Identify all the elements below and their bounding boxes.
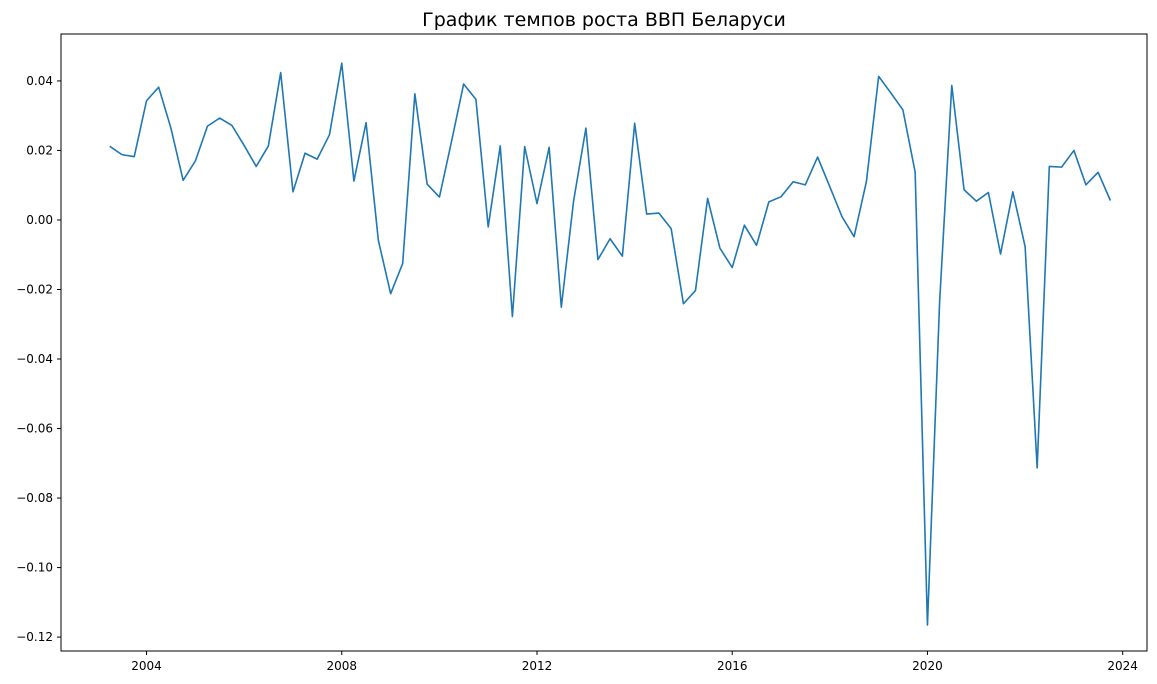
x-axis: 2004 2008 2012 2016 2020 2024 [131,651,1138,673]
x-tick-label: 2004 [131,659,162,673]
x-tick-label: 2020 [912,659,943,673]
y-tick-label: 0.00 [26,213,53,227]
x-tick-label: 2008 [326,659,357,673]
x-tick-label: 2024 [1107,659,1138,673]
y-tick-label: −0.12 [16,630,53,644]
y-axis: 0.04 0.02 0.00 −0.02 −0.04 −0.06 −0.08 −0.10 −0.… [16,74,61,644]
y-tick-label: −0.10 [16,561,53,575]
y-tick-label: −0.08 [16,491,53,505]
plot-frame [60,33,1148,652]
y-tick-label: −0.04 [16,352,53,366]
plot-area [60,33,1148,652]
y-tick-label: 0.02 [26,143,53,157]
series-group [109,62,1112,626]
x-tick-label: 2016 [717,659,748,673]
chart-title: График темпов роста ВВП Беларуси [422,9,786,31]
y-tick-label: −0.02 [16,282,53,296]
y-tick-label: −0.06 [16,422,53,436]
x-tick-label: 2012 [522,659,553,673]
y-tick-label: 0.04 [26,74,53,88]
series-line-0 [109,62,1112,626]
